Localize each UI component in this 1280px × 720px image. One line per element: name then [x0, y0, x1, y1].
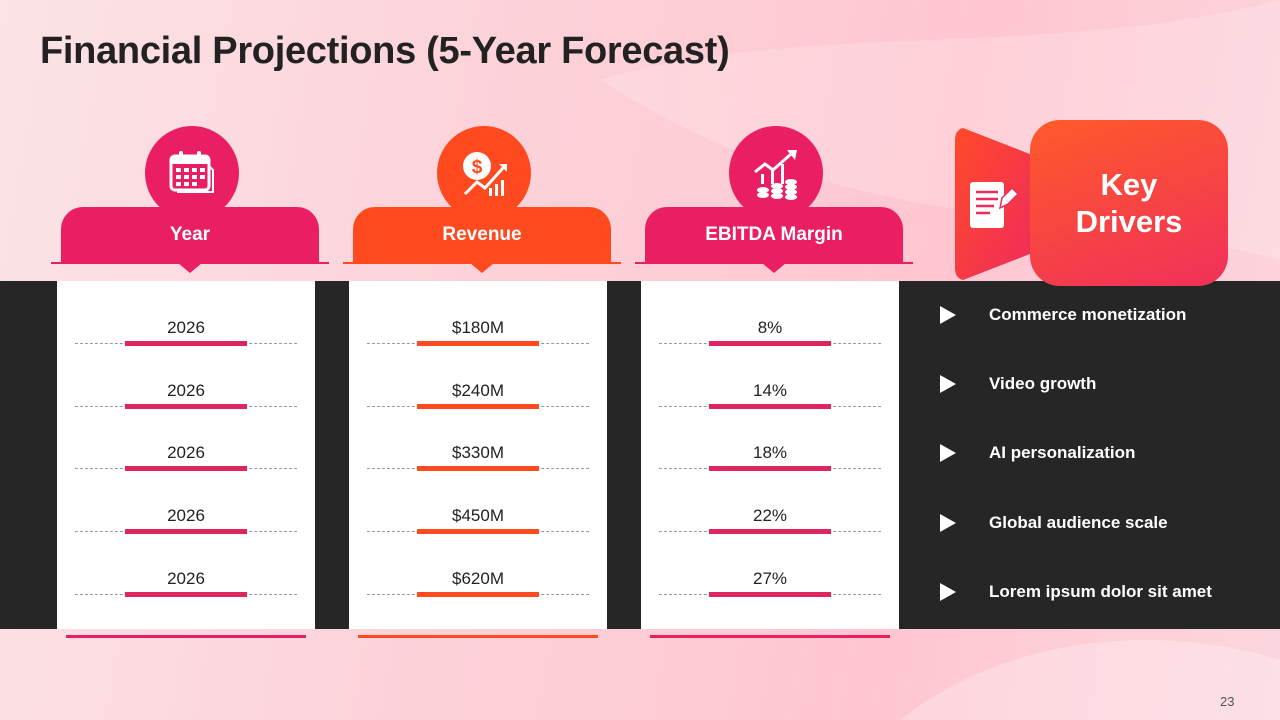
table-cell: 18%: [641, 443, 899, 483]
document-pen-icon: [964, 176, 1024, 241]
list-item: Video growth: [940, 371, 1260, 397]
cell-value: 2026: [167, 506, 205, 525]
cell-value: $450M: [452, 506, 504, 525]
column-header-revenue: Revenue: [353, 207, 611, 273]
table-cell: 2026: [57, 569, 315, 609]
table-cell: $330M: [349, 443, 607, 483]
table-cell: 2026: [57, 381, 315, 421]
column-header-year: Year: [61, 207, 319, 273]
column-header-label: Revenue: [442, 224, 522, 245]
page-number: 23: [1220, 694, 1235, 709]
table-cell: 2026: [57, 506, 315, 546]
column-underline: [358, 635, 598, 638]
cell-value: 8%: [757, 318, 783, 337]
key-drivers-heading-line2: Drivers: [1075, 204, 1183, 239]
list-item: Commerce monetization: [940, 302, 1260, 328]
accent-bar: [417, 404, 539, 409]
cell-value: 2026: [167, 569, 205, 588]
accent-bar: [125, 529, 247, 534]
table-cell: $240M: [349, 381, 607, 421]
list-item: Global audience scale: [940, 510, 1260, 536]
accent-bar: [125, 341, 247, 346]
column-ebitda: 8% 14% 18% 22% 27%: [641, 281, 899, 629]
accent-bar: [417, 592, 539, 597]
table-cell: 14%: [641, 381, 899, 421]
table-cell: $620M: [349, 569, 607, 609]
play-arrow-icon: [940, 583, 956, 601]
list-item: Lorem ipsum dolor sit amet: [940, 579, 1260, 605]
page-title: Financial Projections (5-Year Forecast): [40, 30, 730, 72]
driver-label: Global audience scale: [989, 513, 1168, 532]
driver-label: Video growth: [989, 374, 1097, 393]
column-header-ebitda: EBITDA Margin: [645, 207, 903, 273]
play-arrow-icon: [940, 444, 956, 462]
cell-value: $620M: [452, 569, 504, 588]
cell-value: 14%: [752, 381, 788, 400]
column-year: 2026 2026 2026 2026 2026: [57, 281, 315, 629]
table-cell: $180M: [349, 318, 607, 358]
accent-bar: [125, 466, 247, 471]
driver-label: AI personalization: [989, 443, 1136, 462]
play-arrow-icon: [940, 514, 956, 532]
accent-bar: [709, 592, 831, 597]
header-underline: [51, 262, 329, 264]
growth-coins-icon: [729, 126, 823, 220]
accent-bar: [417, 341, 539, 346]
cell-value: $240M: [452, 381, 504, 400]
cell-value: 22%: [752, 506, 788, 525]
svg-text:$: $: [472, 157, 483, 178]
cell-value: 2026: [167, 381, 205, 400]
accent-bar: [709, 466, 831, 471]
accent-bar: [709, 404, 831, 409]
accent-bar: [417, 466, 539, 471]
accent-bar: [709, 341, 831, 346]
cell-value: $330M: [452, 443, 504, 462]
dollar-growth-icon: $: [437, 126, 531, 220]
table-cell: 27%: [641, 569, 899, 609]
table-cell: 8%: [641, 318, 899, 358]
table-cell: $450M: [349, 506, 607, 546]
accent-bar: [709, 529, 831, 534]
key-drivers-heading-line1: Key: [1100, 167, 1158, 202]
table-cell: 2026: [57, 443, 315, 483]
accent-bar: [125, 592, 247, 597]
accent-bar: [125, 404, 247, 409]
column-underline: [650, 635, 890, 638]
list-item: AI personalization: [940, 440, 1260, 466]
column-header-label: EBITDA Margin: [705, 224, 843, 245]
column-underline: [66, 635, 306, 638]
key-drivers-heading: Key Drivers: [1030, 120, 1228, 286]
column-revenue: $180M $240M $330M $450M $620M: [349, 281, 607, 629]
cell-value: 2026: [167, 318, 205, 337]
cell-value: 27%: [752, 569, 788, 588]
header-underline: [635, 262, 913, 264]
table-cell: 22%: [641, 506, 899, 546]
play-arrow-icon: [940, 375, 956, 393]
driver-label: Commerce monetization: [989, 305, 1187, 324]
cell-value: 18%: [752, 443, 788, 462]
cell-value: $180M: [452, 318, 504, 337]
column-header-label: Year: [169, 224, 211, 245]
cell-value: 2026: [167, 443, 205, 462]
play-arrow-icon: [940, 306, 956, 324]
table-cell: 2026: [57, 318, 315, 358]
header-underline: [343, 262, 621, 264]
calendar-icon: [145, 126, 239, 220]
accent-bar: [417, 529, 539, 534]
driver-label: Lorem ipsum dolor sit amet: [989, 582, 1212, 601]
